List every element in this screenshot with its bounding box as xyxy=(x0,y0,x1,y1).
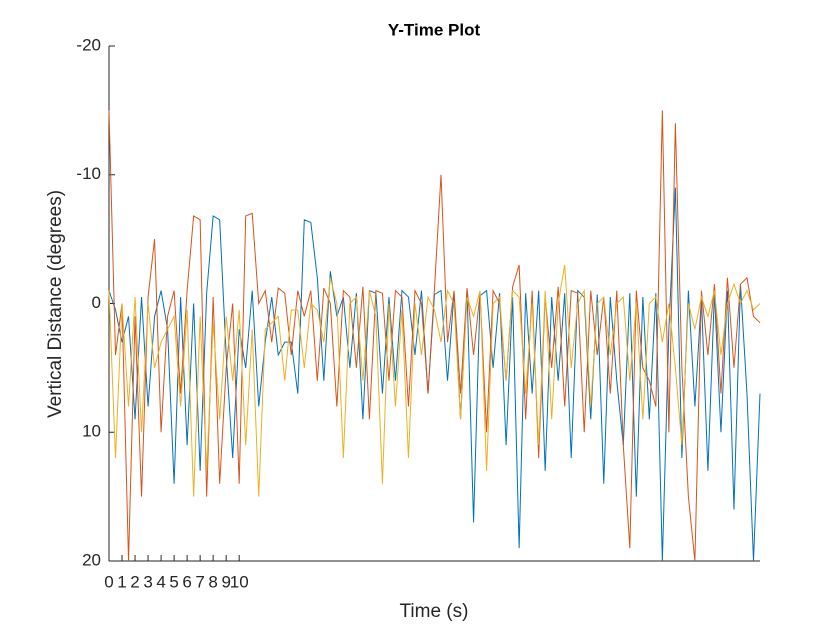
y-tick-label: 20 xyxy=(82,550,101,569)
x-tick-label: 8 xyxy=(208,572,217,591)
x-tick-label: 4 xyxy=(156,572,165,591)
x-tick-label: 3 xyxy=(143,572,152,591)
data-line xyxy=(108,110,761,562)
data-line xyxy=(108,264,761,497)
x-tick-label: 10 xyxy=(230,572,249,591)
y-axis-label: Vertical Distance (degrees) xyxy=(45,190,66,418)
x-tick-label: 5 xyxy=(169,572,178,591)
chart-title: Y-Time Plot xyxy=(388,20,481,39)
x-tick-label: 1 xyxy=(117,572,126,591)
x-tick-label: 2 xyxy=(130,572,139,591)
y-tick-label: 0 xyxy=(92,293,101,312)
y-tick-label: -10 xyxy=(76,164,101,183)
y-tick-label: -20 xyxy=(76,35,101,54)
x-tick-label: 6 xyxy=(182,572,191,591)
x-axis-label: Time (s) xyxy=(400,601,469,622)
x-tick-label: 9 xyxy=(221,572,230,591)
y-tick-label: 10 xyxy=(82,422,101,441)
x-tick-label: 7 xyxy=(195,572,204,591)
x-tick-label: 0 xyxy=(104,572,113,591)
